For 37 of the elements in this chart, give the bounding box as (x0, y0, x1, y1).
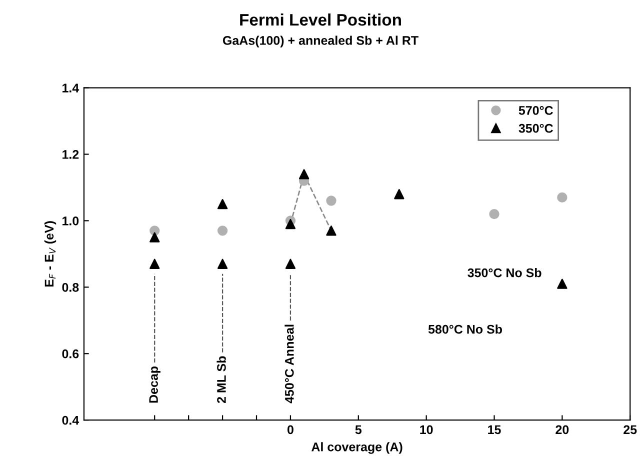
annotation: 580°C No Sb (428, 324, 502, 334)
annotation: Decap (149, 366, 160, 403)
annotation: 2 ML Sb (216, 356, 226, 404)
point (150, 258, 160, 269)
x-axis-title: Al coverage (A) (312, 442, 402, 454)
point (489, 208, 500, 220)
chart-subtitle: GaAs(100) + annealed Sb + Al RT (222, 36, 418, 48)
chart-title: Fermi Level Position (240, 13, 401, 26)
annotation: 450°C Anneal (284, 324, 294, 404)
point (557, 192, 568, 203)
series-label: 350°C No Sb (468, 268, 542, 278)
x-tick-label: 5 (355, 425, 362, 434)
y-tick-label: 1.4 (62, 84, 80, 92)
point (150, 232, 160, 242)
x-tick-label: 0 (287, 425, 294, 434)
x-tick-label: 15 (488, 425, 501, 434)
y-tick-label: 0.8 (62, 282, 79, 292)
x-tick-label: 20 (556, 425, 569, 434)
point (285, 258, 296, 269)
y-tick-label: 0.4 (62, 416, 80, 425)
point (326, 196, 336, 206)
legend-label: 570°C (518, 106, 553, 115)
y-axis-title: E$_{F}$ - E$_{V}$ (eV) (44, 221, 56, 287)
point (217, 199, 228, 210)
point (285, 218, 296, 230)
x-tick-label: 25 (624, 425, 637, 434)
y-tick-label: 0.6 (62, 349, 79, 358)
legend-label: 350°C (518, 124, 553, 133)
y-tick-label: 1.0 (62, 216, 79, 226)
point (298, 169, 310, 180)
point (326, 226, 336, 236)
point (217, 258, 228, 269)
point (394, 189, 404, 200)
x-tick-label: 10 (420, 425, 433, 434)
y-tick-label: 1.2 (62, 150, 79, 159)
point (557, 278, 568, 289)
point (217, 226, 228, 236)
